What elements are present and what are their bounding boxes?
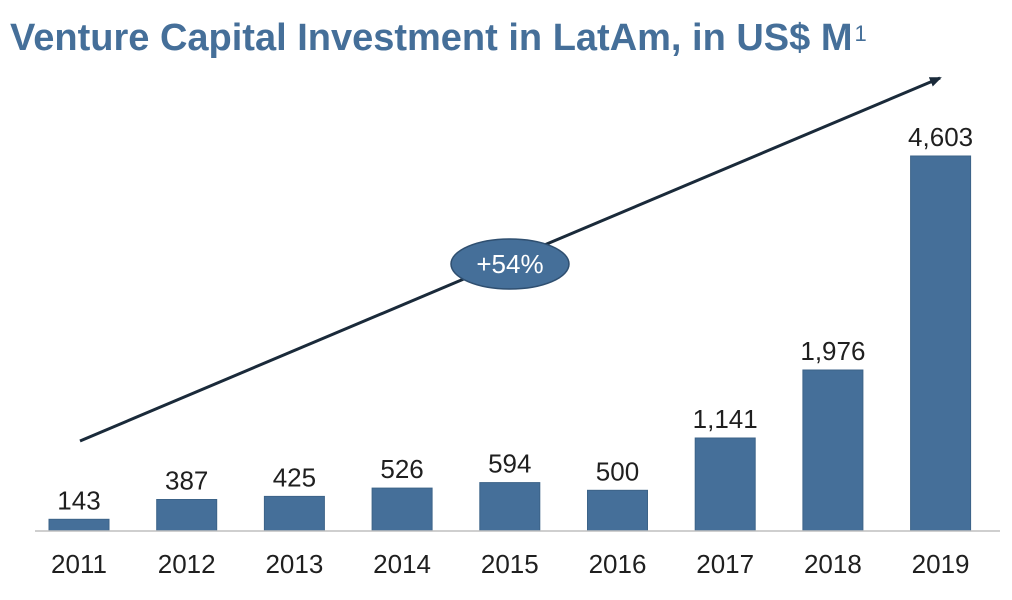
x-tick-label-2019: 2019 — [912, 549, 970, 579]
title-footnote-marker: 1 — [854, 21, 867, 46]
bar-2017 — [694, 437, 756, 532]
chart-title-text: Venture Capital Investment in LatAm, in … — [10, 17, 853, 59]
bar-2014 — [371, 487, 433, 532]
x-tick-label-2015: 2015 — [481, 549, 539, 579]
value-label-2015: 594 — [488, 449, 531, 479]
value-label-2017: 1,141 — [693, 404, 758, 434]
growth-badge-ellipse — [450, 238, 570, 290]
growth-badge: +54% — [450, 238, 570, 290]
value-label-2019: 4,603 — [908, 122, 973, 152]
bar-2016 — [587, 489, 648, 532]
x-tick-label-2018: 2018 — [804, 549, 862, 579]
bar-2018 — [802, 369, 864, 532]
value-label-2018: 1,976 — [800, 336, 865, 366]
bar-2011 — [48, 518, 110, 532]
value-labels-group: 143 387 425 526 594 500 1,141 1,976 4,603 — [57, 122, 973, 515]
x-tick-label-2016: 2016 — [589, 549, 647, 579]
x-tick-label-2012: 2012 — [158, 549, 216, 579]
x-tick-label-2017: 2017 — [696, 549, 754, 579]
x-tick-label-2013: 2013 — [265, 549, 323, 579]
value-label-2013: 425 — [273, 462, 316, 492]
growth-rate-label: +54% — [476, 249, 543, 279]
chart-title: Venture Capital Investment in LatAm, in … — [10, 14, 867, 62]
bars-group — [48, 155, 972, 532]
x-tick-label-2014: 2014 — [373, 549, 431, 579]
value-label-2011: 143 — [57, 485, 100, 515]
value-label-2012: 387 — [165, 466, 208, 496]
x-axis-labels-group: 2011 2012 2013 2014 2015 2016 2017 2018 2019 — [51, 549, 969, 579]
bar-2012 — [156, 499, 218, 532]
x-tick-label-2011: 2011 — [51, 549, 107, 579]
value-label-2014: 526 — [380, 454, 423, 484]
bar-2019 — [910, 155, 972, 532]
value-label-2016: 500 — [596, 456, 639, 486]
bar-2013 — [263, 495, 325, 532]
bar-2015 — [479, 482, 541, 532]
